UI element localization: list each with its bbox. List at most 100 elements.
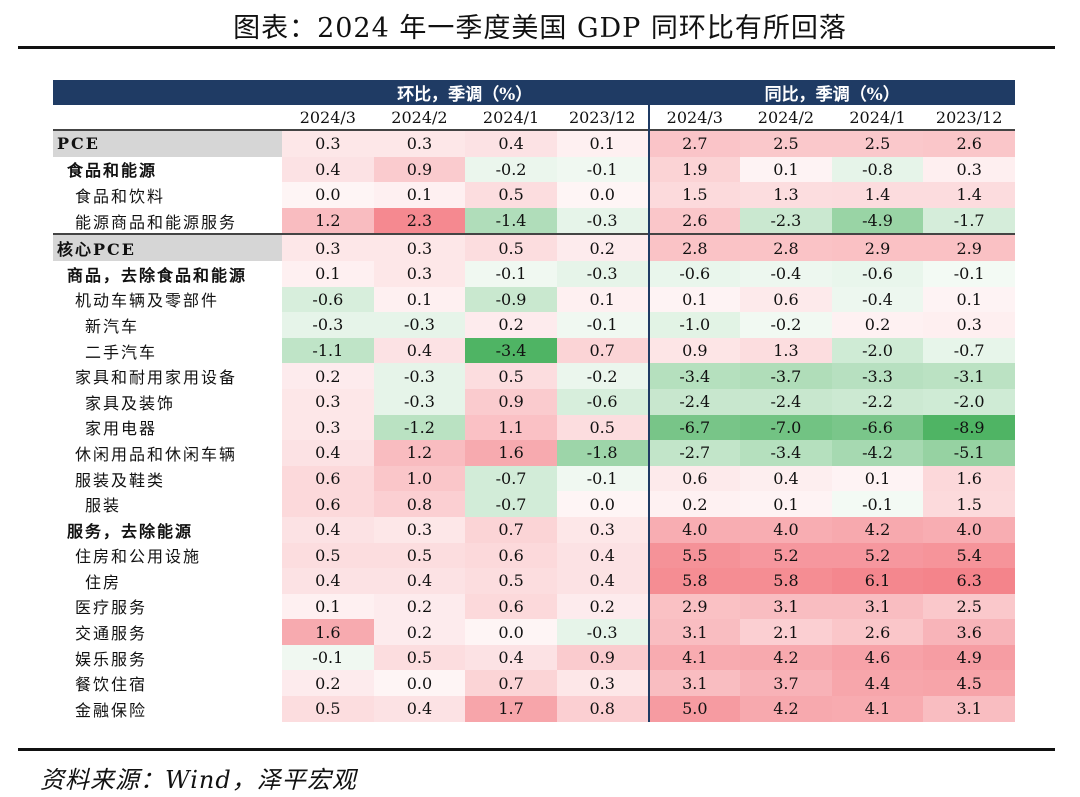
table-row: 食品和饮料 0.0 0.1 0.5 0.0 1.5 1.3 1.4 1.4	[53, 182, 1015, 208]
yoy-value-cell: -4.9	[831, 207, 924, 235]
mom-value-cell: 0.3	[282, 414, 374, 441]
mom-value-cell: 0.4	[282, 156, 374, 183]
mom-value-cell: 0.5	[556, 414, 650, 441]
mom-value-cell: -0.3	[556, 207, 650, 235]
mom-value-cell: -0.3	[556, 619, 650, 645]
period-header: 2024/1	[831, 105, 924, 131]
source-note: 资料来源：Wind，泽平宏观	[40, 766, 357, 794]
yoy-value-cell: -0.6	[831, 260, 924, 287]
yoy-value-cell: -3.4	[648, 363, 741, 389]
yoy-value-cell: 5.4	[923, 542, 1015, 569]
mom-value-cell: 0.5	[282, 542, 374, 569]
yoy-value-cell: 6.3	[923, 568, 1015, 594]
yoy-value-cell: -3.3	[831, 363, 924, 389]
yoy-value-cell: -2.4	[740, 388, 832, 415]
row-label: 家具和耐用家用设备	[75, 368, 238, 388]
yoy-value-cell: 2.7	[648, 129, 741, 157]
table-row: 交通服务 1.6 0.2 0.0 -0.3 3.1 2.1 2.6 3.6	[53, 619, 1015, 645]
row-label: 医疗服务	[75, 598, 148, 618]
yoy-value-cell: 1.9	[648, 156, 741, 183]
yoy-value-cell: 4.1	[831, 696, 924, 722]
yoy-value-cell: 4.6	[831, 644, 924, 671]
table-row: 能源商品和能源服务 1.2 2.3 -1.4 -0.3 2.6 -2.3 -4.9 -1.7	[53, 207, 1015, 235]
mom-value-cell: 0.1	[556, 286, 650, 313]
mom-value-cell: -0.1	[556, 312, 650, 338]
mom-value-cell: 0.5	[465, 233, 557, 261]
yoy-value-cell: -4.2	[831, 440, 924, 466]
row-label: 住房和公用设施	[75, 547, 202, 567]
yoy-value-cell: 0.3	[923, 312, 1015, 338]
yoy-value-cell: 4.4	[831, 670, 924, 697]
yoy-value-cell: -0.4	[831, 286, 924, 313]
table-row: 食品和能源 0.4 0.9 -0.2 -0.1 1.9 0.1 -0.8 0.3	[53, 156, 1015, 183]
mom-value-cell: 0.8	[556, 696, 650, 722]
table-row: 二手汽车 -1.1 0.4 -3.4 0.7 0.9 1.3 -2.0 -0.7	[53, 337, 1015, 364]
mom-value-cell: -0.3	[373, 388, 466, 415]
yoy-value-cell: -8.9	[923, 414, 1015, 441]
mom-value-cell: 2.3	[373, 207, 466, 235]
mom-value-cell: 0.1	[282, 593, 374, 620]
yoy-value-cell: 4.1	[648, 644, 741, 671]
mom-value-cell: 0.4	[282, 440, 374, 466]
yoy-value-cell: 1.5	[648, 182, 741, 208]
row-label: 服装	[85, 496, 122, 516]
yoy-value-cell: 4.0	[648, 516, 741, 543]
yoy-value-cell: 0.1	[831, 465, 924, 492]
yoy-value-cell: 6.1	[831, 568, 924, 594]
table-row: 商品，去除食品和能源 0.1 0.3 -0.1 -0.3 -0.6 -0.4 -0.6 -0.1	[53, 260, 1015, 287]
period-header-blank	[53, 105, 283, 131]
yoy-value-cell: 1.5	[923, 491, 1015, 517]
mom-value-cell: 1.6	[465, 440, 557, 466]
yoy-value-cell: -2.3	[740, 207, 832, 235]
yoy-value-cell: 2.6	[831, 619, 924, 645]
yoy-value-cell: -0.1	[831, 491, 924, 517]
group-header-yoy: 同比，季调（%）	[648, 80, 1015, 105]
mom-value-cell: 0.3	[282, 233, 374, 261]
period-header: 2023/12	[923, 105, 1015, 131]
yoy-value-cell: 2.5	[923, 593, 1015, 620]
yoy-value-cell: 1.3	[740, 337, 832, 364]
row-label: 商品，去除食品和能源	[67, 265, 248, 285]
table-row: 家具和耐用家用设备 0.2 -0.3 0.5 -0.2 -3.4 -3.7 -3.3 -3.1	[53, 363, 1015, 389]
yoy-value-cell: 2.9	[648, 593, 741, 620]
mom-value-cell: 0.0	[556, 491, 650, 517]
row-label: 娱乐服务	[75, 649, 148, 669]
yoy-value-cell: 0.1	[740, 156, 832, 183]
yoy-value-cell: 1.6	[923, 465, 1015, 492]
row-label: 服装及鞋类	[75, 470, 166, 490]
table-row: 服装 0.6 0.8 -0.7 0.0 0.2 0.1 -0.1 1.5	[53, 491, 1015, 517]
yoy-value-cell: -3.1	[923, 363, 1015, 389]
yoy-value-cell: 5.0	[648, 696, 741, 722]
mom-value-cell: 1.0	[373, 465, 466, 492]
top-rule	[18, 46, 1055, 49]
period-header: 2024/1	[465, 105, 557, 131]
header-corner	[53, 80, 283, 105]
mom-value-cell: 0.7	[465, 670, 557, 697]
row-label: 食品和饮料	[75, 186, 166, 206]
yoy-value-cell: -2.0	[831, 337, 924, 364]
mom-value-cell: 0.0	[465, 619, 557, 645]
yoy-value-cell: 1.3	[740, 182, 832, 208]
mom-value-cell: 0.4	[556, 542, 650, 569]
yoy-value-cell: 4.9	[923, 644, 1015, 671]
row-label: 机动车辆及零部件	[75, 291, 220, 311]
mom-value-cell: 0.7	[465, 516, 557, 543]
row-label: 能源商品和能源服务	[75, 212, 238, 232]
mom-value-cell: 0.4	[373, 696, 466, 722]
table-row: PCE 0.3 0.3 0.4 0.1 2.7 2.5 2.5 2.6	[53, 129, 1015, 157]
table-row: 医疗服务 0.1 0.2 0.6 0.2 2.9 3.1 3.1 2.5	[53, 593, 1015, 620]
period-header: 2024/2	[373, 105, 466, 131]
mom-value-cell: 0.0	[282, 182, 374, 208]
table-row: 休闲用品和休闲车辆 0.4 1.2 1.6 -1.8 -2.7 -3.4 -4.2 -5.1	[53, 440, 1015, 466]
mom-value-cell: 0.5	[465, 363, 557, 389]
row-label: 二手汽车	[85, 342, 158, 362]
yoy-value-cell: 2.8	[740, 233, 832, 261]
table-row: 机动车辆及零部件 -0.6 0.1 -0.9 0.1 0.1 0.6 -0.4 0.1	[53, 286, 1015, 313]
table-row: 住房和公用设施 0.5 0.5 0.6 0.4 5.5 5.2 5.2 5.4	[53, 542, 1015, 569]
bottom-rule	[18, 748, 1055, 751]
yoy-value-cell: 1.4	[831, 182, 924, 208]
yoy-value-cell: 2.6	[648, 207, 741, 235]
row-label: 金融保险	[75, 700, 148, 720]
table-row: 家用电器 0.3 -1.2 1.1 0.5 -6.7 -7.0 -6.6 -8.9	[53, 414, 1015, 441]
table-row: 核心PCE 0.3 0.3 0.5 0.2 2.8 2.8 2.9 2.9	[53, 233, 1015, 261]
